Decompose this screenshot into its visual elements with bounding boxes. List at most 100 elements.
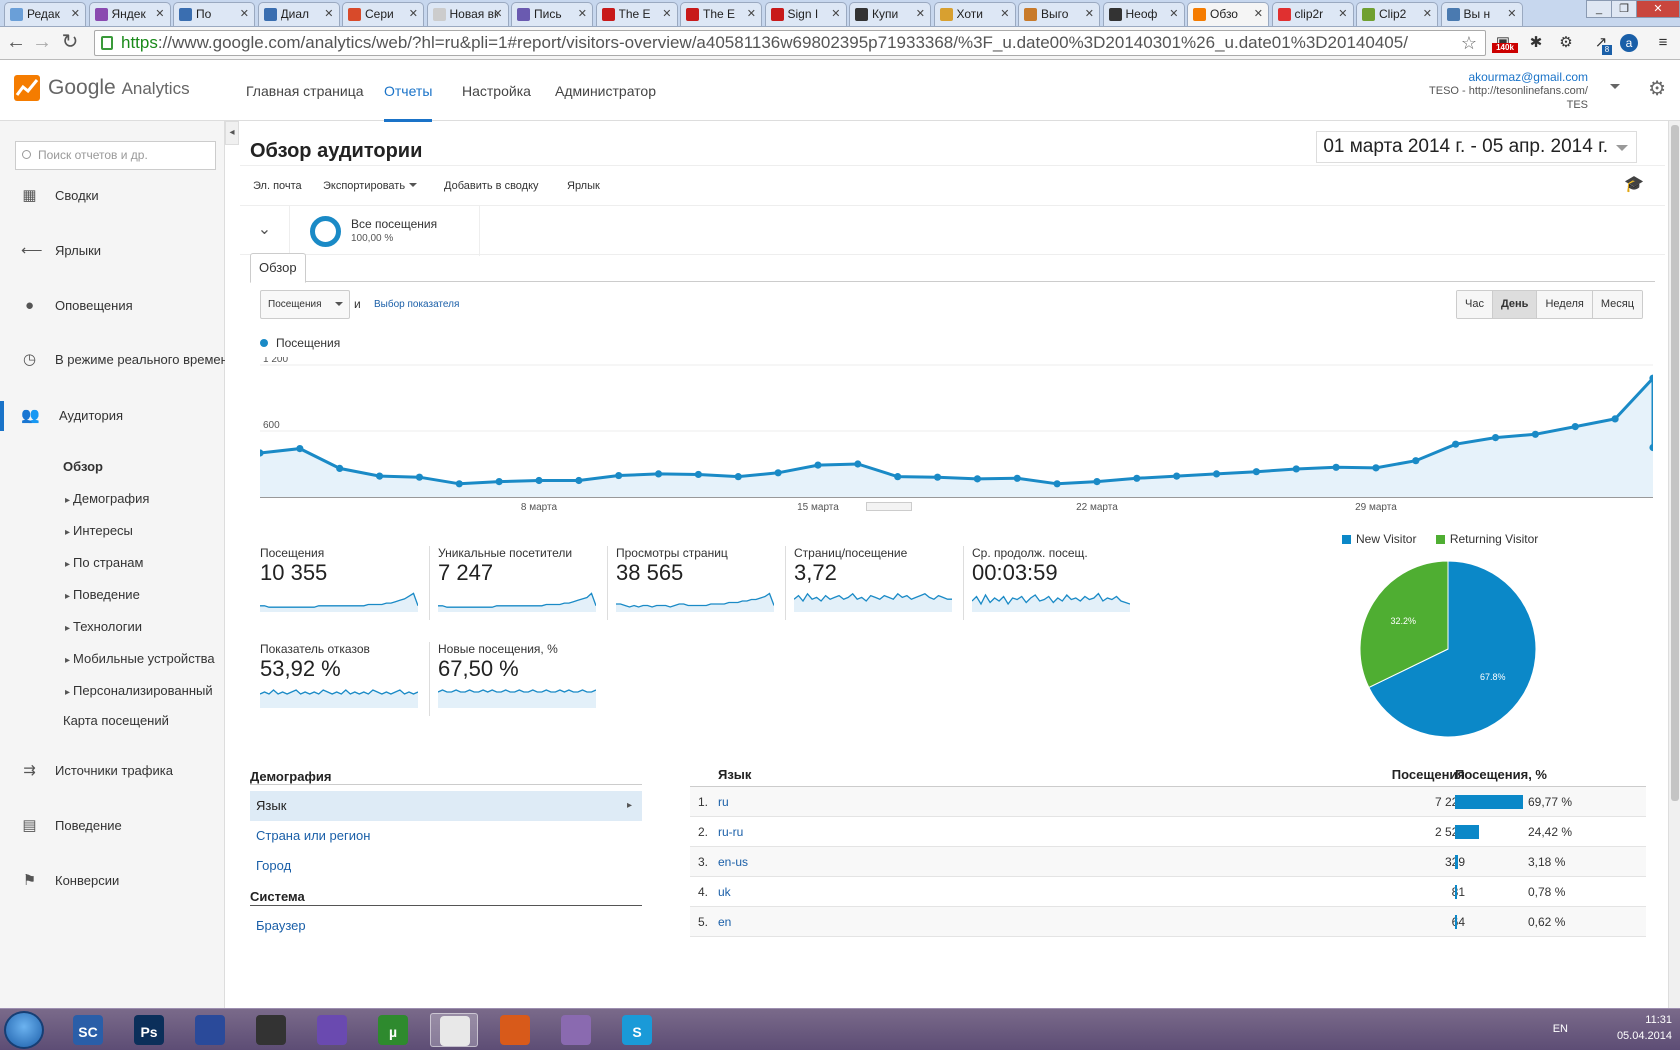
language-link[interactable]: en-us <box>718 855 749 869</box>
graduation-cap-icon[interactable]: 🎓 <box>1624 176 1644 193</box>
data-point[interactable] <box>1412 457 1420 465</box>
sidebar-item-shortcuts[interactable]: ⟵ Ярлыки <box>21 242 102 259</box>
metric-select[interactable]: Посещения <box>260 290 350 319</box>
reload-icon[interactable]: ↻ <box>61 31 79 53</box>
data-point[interactable] <box>1649 374 1653 382</box>
minimize-button[interactable]: _ <box>1586 0 1612 18</box>
bookmark-star-icon[interactable]: ☆ <box>1460 33 1477 53</box>
sidebar-sub-visitor-flow[interactable]: Карта посещений <box>63 713 169 728</box>
add-to-dashboard-button[interactable]: Добавить в сводку <box>444 180 539 192</box>
table-row[interactable]: 3. en-us 329 3,18 % <box>690 847 1646 877</box>
browser-tab[interactable]: По ✕ <box>173 2 255 26</box>
taskbar-app-icon[interactable]: S <box>613 1013 661 1047</box>
data-point[interactable] <box>260 449 264 457</box>
taskbar-app-icon[interactable] <box>552 1013 600 1047</box>
sidebar-item-behavior[interactable]: ▤ Поведение <box>22 817 122 834</box>
sidebar-sub-demographics[interactable]: Демография <box>65 491 149 506</box>
segment-name[interactable]: Все посещения <box>351 217 438 231</box>
date-range-picker[interactable]: 01 марта 2014 г. - 05 апр. 2014 г. <box>1316 131 1637 163</box>
restore-button[interactable]: ❐ <box>1611 0 1637 18</box>
close-tab-icon[interactable]: ✕ <box>408 8 418 20</box>
granularity-hour-button[interactable]: Час <box>1457 291 1492 318</box>
gear-extension-icon[interactable]: ⚙ <box>1559 34 1573 51</box>
browser-tab[interactable]: Обзо ✕ <box>1187 2 1269 26</box>
data-point[interactable] <box>296 445 304 453</box>
data-point[interactable] <box>495 478 503 486</box>
data-point[interactable] <box>535 476 543 485</box>
sidebar-sub-behavior[interactable]: Поведение <box>65 587 140 602</box>
data-point[interactable] <box>1491 434 1500 442</box>
data-point[interactable] <box>1133 474 1141 482</box>
address-bar[interactable]: https://www.google.com/analytics/web/?hl… <box>94 30 1486 56</box>
taskbar-app-icon[interactable]: µ <box>369 1013 417 1047</box>
tray-clock[interactable]: 11:31 05.04.2014 <box>1616 1014 1672 1042</box>
close-tab-icon[interactable]: ✕ <box>1084 8 1094 20</box>
close-tab-icon[interactable]: ✕ <box>662 8 672 20</box>
browser-tab[interactable]: Вы н ✕ <box>1440 2 1523 26</box>
taskbar-app-icon[interactable] <box>308 1013 356 1047</box>
browser-tab[interactable]: Неоф ✕ <box>1102 2 1185 26</box>
language-link[interactable]: ru <box>718 795 729 809</box>
data-point[interactable] <box>1571 423 1579 431</box>
nav-reports[interactable]: Отчеты <box>384 83 433 122</box>
data-point[interactable] <box>1292 465 1300 473</box>
page-scrollbar[interactable] <box>1668 121 1680 1008</box>
pie-slice[interactable] <box>1368 560 1537 738</box>
forward-icon[interactable]: → <box>32 31 52 53</box>
close-tab-icon[interactable]: ✕ <box>831 8 841 20</box>
account-dropdown-icon[interactable] <box>1610 84 1620 94</box>
data-point[interactable] <box>933 473 942 481</box>
settings-gear-icon[interactable]: ⚙ <box>1648 78 1666 100</box>
account-selector[interactable]: akourmaz@gmail.com TESO - http://tesonli… <box>1429 70 1588 112</box>
browser-tab[interactable]: Новая вк ✕ <box>426 2 509 26</box>
sidebar-sub-overview[interactable]: Обзор <box>63 459 103 474</box>
email-button[interactable]: Эл. почта <box>253 180 302 192</box>
close-tab-icon[interactable]: ✕ <box>239 8 249 20</box>
taskbar-app-icon[interactable]: SC <box>64 1013 112 1047</box>
pie-slice[interactable] <box>1359 560 1449 689</box>
sidebar-sub-mobile[interactable]: Мобильные устройства <box>65 651 215 666</box>
table-row[interactable]: 5. en 64 0,62 % <box>690 907 1646 937</box>
data-point[interactable] <box>1531 430 1539 438</box>
data-point[interactable] <box>575 476 583 485</box>
nav-settings[interactable]: Настройка <box>462 83 531 99</box>
data-point[interactable] <box>774 469 782 477</box>
sidebar-item-dashboards[interactable]: ▦ Сводки <box>22 187 99 204</box>
report-search-input[interactable]: Поиск отчетов и др. <box>15 141 216 170</box>
close-tab-icon[interactable]: ✕ <box>915 8 925 20</box>
browser-tab[interactable]: Sign I ✕ <box>764 2 847 26</box>
data-point[interactable] <box>336 464 344 472</box>
data-point[interactable] <box>1332 463 1340 471</box>
kpi-card[interactable]: Просмотры страниц 38 565 <box>596 546 786 624</box>
sidebar-sub-interests[interactable]: Интересы <box>65 523 133 538</box>
close-tab-icon[interactable]: ✕ <box>493 8 503 20</box>
close-window-button[interactable]: ✕ <box>1636 0 1680 18</box>
language-link[interactable]: en <box>718 915 732 929</box>
data-point[interactable] <box>814 461 822 469</box>
demographics-language[interactable]: Язык <box>250 791 642 821</box>
data-point[interactable] <box>1173 472 1181 480</box>
close-tab-icon[interactable]: ✕ <box>746 8 756 20</box>
choose-metric-link[interactable]: Выбор показателя <box>374 299 460 310</box>
bug-icon[interactable]: ✱ <box>1529 34 1543 51</box>
data-point[interactable] <box>375 472 384 480</box>
browser-tab[interactable]: Выго ✕ <box>1018 2 1100 26</box>
language-link[interactable]: uk <box>718 885 731 899</box>
sidebar-sub-custom[interactable]: Персонализированный <box>65 683 213 698</box>
taskbar-app-icon[interactable] <box>247 1013 295 1047</box>
close-tab-icon[interactable]: ✕ <box>1338 8 1348 20</box>
taskbar-app-icon[interactable]: Ps <box>125 1013 173 1047</box>
shortcut-button[interactable]: Ярлык <box>567 180 600 192</box>
table-row[interactable]: 4. uk 81 0,78 % <box>690 877 1646 907</box>
data-point[interactable] <box>615 471 623 480</box>
tray-language[interactable]: EN <box>1552 1023 1568 1035</box>
browser-tab[interactable]: The E ✕ <box>680 2 762 26</box>
data-point[interactable] <box>854 460 862 468</box>
menu-icon[interactable]: ≡ <box>1658 34 1668 51</box>
sidebar-item-realtime[interactable]: ◷ В режиме реального времени <box>22 351 225 368</box>
google-analytics-logo[interactable]: Google Analytics <box>14 72 190 104</box>
account-extension-icon[interactable]: a <box>1620 34 1638 52</box>
chevron-down-icon[interactable]: ⌄ <box>240 206 290 256</box>
table-row[interactable]: 2. ru-ru 2 529 24,42 % <box>690 817 1646 847</box>
sidebar-sub-geo[interactable]: По странам <box>65 555 143 570</box>
